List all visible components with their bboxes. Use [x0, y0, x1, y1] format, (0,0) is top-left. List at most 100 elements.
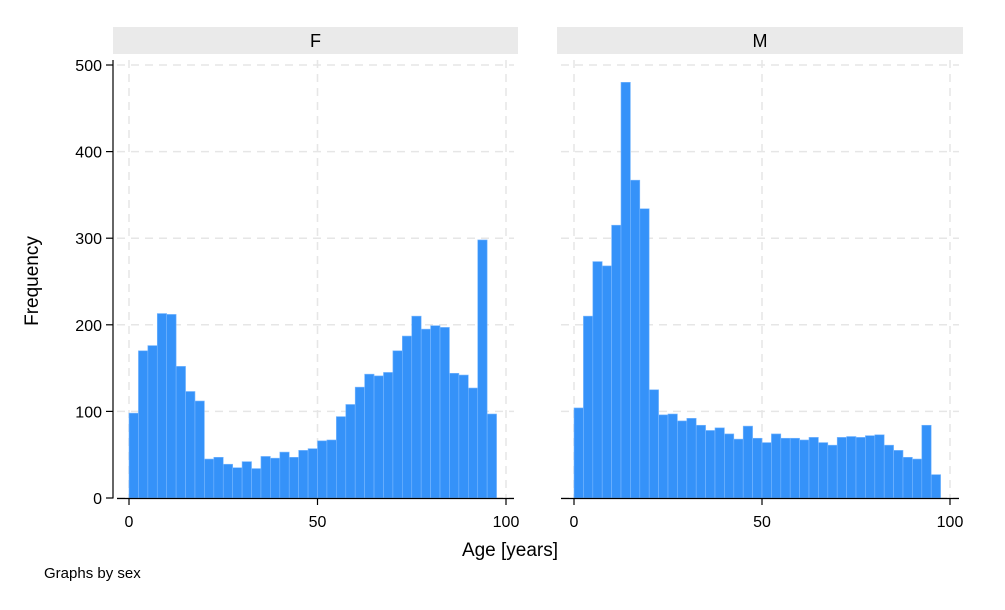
histogram-bar: [677, 420, 688, 499]
y-tick-label: 200: [75, 318, 102, 335]
histogram-bar: [467, 387, 479, 499]
histogram-bar: [752, 437, 763, 499]
graphs-by-note: Graphs by sex: [44, 565, 141, 582]
panel-header: [557, 27, 963, 54]
histogram-bar: [458, 374, 469, 499]
histogram-bar: [695, 424, 706, 499]
histogram-bar: [241, 461, 252, 499]
x-tick-label: 100: [937, 514, 964, 531]
histogram-bar: [430, 325, 441, 499]
histogram-bar: [761, 442, 772, 499]
histogram-bar: [213, 456, 224, 499]
histogram-bar: [420, 328, 431, 499]
histogram-bar: [336, 416, 347, 499]
histogram-bar: [194, 400, 205, 499]
histogram-bar: [808, 437, 819, 499]
x-tick-label: 50: [309, 514, 327, 531]
histogram-bar: [639, 208, 650, 499]
histogram-bar: [583, 315, 594, 499]
histogram-bar: [364, 373, 375, 499]
histogram-bar: [630, 179, 641, 499]
histogram-bar: [592, 261, 603, 499]
histogram-bar: [392, 350, 403, 499]
histogram-bar: [411, 315, 422, 499]
y-tick-label: 0: [93, 491, 102, 508]
histogram-bar: [573, 407, 584, 499]
histogram-bar: [298, 450, 309, 499]
histogram-bar: [705, 430, 716, 499]
histogram-bar: [714, 427, 725, 499]
histogram-bar: [138, 350, 149, 499]
histogram-bar: [799, 439, 810, 499]
histogram-bar: [836, 437, 847, 499]
x-tick-label: 100: [493, 514, 520, 531]
histogram-bar: [855, 437, 866, 499]
histogram-bar: [686, 418, 697, 499]
histogram-bar: [658, 414, 669, 499]
histogram-bar: [449, 372, 460, 499]
histogram-bar: [477, 239, 488, 499]
histogram-bar: [930, 474, 941, 499]
histogram-bar: [326, 439, 337, 499]
panel-m: M 0 50 100: [557, 27, 963, 531]
x-tick-label: 50: [753, 514, 771, 531]
histogram-bar: [288, 456, 299, 499]
histogram-bar: [345, 404, 356, 499]
histogram-bar: [128, 412, 139, 499]
histogram-bar: [486, 413, 497, 499]
histogram-bar: [383, 372, 394, 499]
histogram-bar: [260, 456, 271, 499]
y-tick-label: 100: [75, 404, 102, 421]
histogram-bar: [846, 436, 857, 499]
histogram-bar: [667, 413, 678, 499]
y-tick-label: 400: [75, 145, 102, 162]
histogram-bar: [921, 424, 932, 499]
histogram-bar: [742, 425, 753, 499]
histogram-bar: [373, 375, 384, 499]
histogram-bar: [317, 440, 328, 499]
histogram-bar: [771, 433, 782, 499]
histogram-bar: [902, 456, 913, 499]
y-tick-label: 500: [75, 58, 102, 75]
y-tick-label: 300: [75, 231, 102, 248]
histogram-bar: [232, 467, 243, 499]
histogram-bar: [874, 434, 885, 499]
histogram-bar: [147, 345, 158, 499]
histogram-bar: [402, 335, 413, 499]
histogram-bar: [354, 386, 365, 499]
x-tick-label: 0: [570, 514, 579, 531]
histogram-bar: [620, 82, 631, 499]
histogram-bar: [827, 444, 838, 499]
histogram-bar: [893, 450, 904, 499]
histogram-bar: [611, 224, 622, 499]
histogram-bar: [166, 314, 177, 499]
histogram-bar: [204, 458, 215, 499]
x-tick-label: 0: [125, 514, 134, 531]
histogram-bar: [307, 448, 318, 499]
histogram-bar: [175, 366, 186, 499]
histogram-bar: [780, 437, 791, 499]
panel-f: F 0 50 100 0 100 200 300 400 500: [75, 27, 519, 531]
histogram-bar: [733, 438, 744, 499]
histogram-bar: [439, 327, 450, 499]
panel-header: [113, 27, 518, 54]
x-axis-label: Age [years]: [462, 540, 558, 561]
histogram-bar: [648, 389, 659, 499]
histogram-bar: [789, 437, 800, 499]
panel-title: F: [310, 31, 321, 51]
histogram-bar: [156, 313, 167, 499]
histogram-bar: [724, 433, 735, 499]
histogram-bar: [251, 468, 262, 499]
histogram-bar: [912, 458, 923, 499]
histogram-bar: [185, 391, 196, 499]
histogram-bar: [279, 451, 290, 499]
y-axis-label: Frequency: [22, 236, 43, 326]
histogram-bar: [818, 442, 829, 499]
panel-title: M: [753, 31, 768, 51]
histogram-bar: [270, 457, 281, 499]
histogram-bar: [883, 444, 894, 499]
histogram-bar: [222, 463, 233, 499]
histogram-bar: [865, 435, 876, 499]
